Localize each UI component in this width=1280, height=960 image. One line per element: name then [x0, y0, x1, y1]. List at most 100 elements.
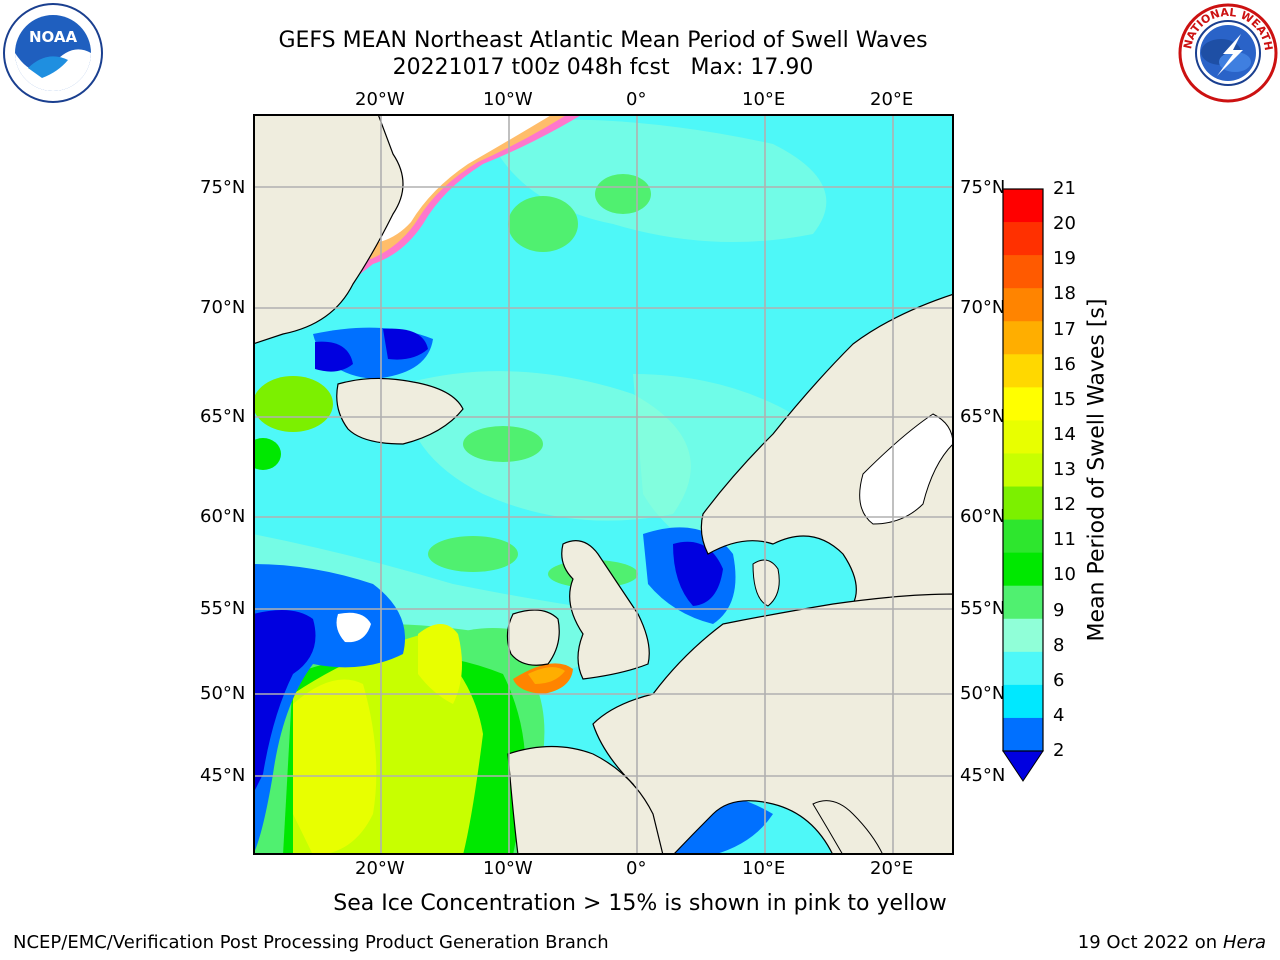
colorbar-tick-5: 16 — [1053, 353, 1076, 375]
lon-tick-top-5: 20°E — [870, 89, 914, 110]
lon-tick-bottom-4: 10°E — [742, 858, 786, 879]
chart-title: GEFS MEAN Northeast Atlantic Mean Period… — [278, 28, 928, 53]
colorbar-tick-1: 20 — [1053, 213, 1076, 235]
lon-tick-top-1: 20°W — [355, 89, 405, 110]
swell-zone-darkblue-north-sea — [673, 541, 723, 606]
sea-ice-free-zone — [368, 114, 553, 244]
lat-tick-left-7: 45°N — [200, 765, 246, 786]
colorbar-tick-10: 11 — [1053, 529, 1076, 551]
colorbar-band-7 — [1003, 420, 1043, 454]
swell-zone-darkblue-iceland-west — [315, 341, 353, 372]
colorbar-tick-4: 17 — [1053, 318, 1076, 340]
colorbar-tick-7: 14 — [1053, 423, 1076, 445]
swell-zone-green-b — [595, 174, 651, 214]
swell-zone-yellow-sw — [293, 679, 377, 855]
noaa-logo-text: NOAA — [29, 28, 78, 46]
colorbar-tick-6: 15 — [1053, 388, 1076, 410]
lat-tick-right-4: 60°N — [960, 506, 1006, 527]
colorbar-band-14 — [1003, 651, 1043, 686]
swell-zone-aqua-north — [483, 119, 827, 242]
colorbar-band-9 — [1003, 486, 1043, 521]
graticule — [253, 114, 954, 855]
colorbar-tick-2: 19 — [1053, 248, 1076, 270]
lat-tick-left-1: 75°N — [200, 177, 246, 198]
swell-zone-green-a — [508, 196, 578, 252]
land-italy — [812, 800, 884, 855]
lon-tick-top-3: 0° — [626, 89, 647, 110]
land-denmark — [752, 559, 780, 607]
land-baltic-sea — [859, 413, 954, 525]
lon-tick-bottom-5: 20°E — [870, 858, 914, 879]
lat-tick-right-6: 50°N — [960, 683, 1006, 704]
colorbar-tick-13: 8 — [1053, 634, 1065, 656]
footer-credit: NCEP/EMC/Verification Post Processing Pr… — [13, 932, 609, 953]
colorbar-band-3 — [1003, 288, 1043, 322]
land-ireland — [506, 609, 560, 666]
noaa-logo: NOAA — [3, 3, 103, 103]
lat-tick-right-3: 65°N — [960, 406, 1006, 427]
colorbar-tick-11: 10 — [1053, 564, 1076, 586]
colorbar-label: Mean Period of Swell Waves [s] — [1084, 298, 1110, 642]
lat-tick-left-5: 55°N — [200, 598, 246, 619]
colorbar-band-2 — [1003, 255, 1043, 289]
nws-logo: NATIONAL WEATHER SERVICE — [1177, 2, 1278, 103]
map-frame — [253, 114, 954, 855]
swell-zone-green-h — [253, 438, 281, 470]
colorbar-band-16 — [1003, 717, 1043, 752]
swell-zone-darkblue-west — [253, 610, 316, 794]
colorbar-tick-16: 2 — [1053, 740, 1065, 761]
swell-zone-green-g — [253, 376, 333, 432]
colorbar-tick-3: 18 — [1053, 283, 1076, 305]
lat-tick-left-4: 60°N — [200, 506, 246, 527]
swell-zone-green-d — [428, 536, 518, 572]
lat-tick-left-2: 70°N — [200, 297, 246, 318]
lon-tick-bottom-2: 10°W — [483, 858, 533, 879]
lon-tick-bottom-3: 0° — [626, 858, 647, 879]
swell-zone-green-c — [463, 426, 543, 462]
swell-zone-darkblue-iceland-north — [383, 328, 428, 360]
colorbar-band-1 — [1003, 222, 1043, 256]
colorbar-band-12 — [1003, 585, 1043, 620]
footer-date-text: 19 Oct 2022 on — [1077, 932, 1223, 953]
colorbar-tick-14: 6 — [1053, 669, 1065, 691]
colorbar-band-6 — [1003, 387, 1043, 421]
land-great-britain — [561, 540, 650, 680]
lon-tick-bottom-1: 20°W — [355, 858, 405, 879]
colorbar-band-8 — [1003, 453, 1043, 488]
colorbar-tick-9: 12 — [1053, 494, 1076, 516]
colorbar-frame — [1002, 188, 1044, 752]
swell-zone-yellow-mid — [418, 624, 462, 704]
lat-tick-left-3: 65°N — [200, 406, 246, 427]
lat-tick-right-1: 75°N — [960, 177, 1006, 198]
colorbar-tick-12: 9 — [1053, 599, 1065, 621]
colorbar-tick-8: 13 — [1053, 459, 1076, 480]
sea-ice-note: Sea Ice Concentration > 15% is shown in … — [333, 891, 947, 916]
land-iceland — [336, 377, 464, 445]
footer-date: 19 Oct 2022 on Hera — [1078, 932, 1266, 954]
colorbar-band-11 — [1003, 552, 1043, 587]
lat-tick-right-5: 55°N — [960, 598, 1006, 619]
lon-tick-top-4: 10°E — [742, 89, 786, 110]
land-iberia — [507, 745, 664, 855]
land-continental-europe — [592, 593, 954, 855]
colorbar — [1002, 188, 1044, 782]
colorbar-band-10 — [1003, 519, 1043, 554]
colorbar-band-13 — [1003, 618, 1043, 653]
lat-tick-left-6: 50°N — [200, 683, 246, 704]
colorbar-tick-0: 21 — [1053, 178, 1076, 199]
chart-subtitle: 20221017 t00z 048h fcst Max: 17.90 — [392, 55, 814, 80]
map-panel — [253, 114, 954, 855]
lat-tick-right-7: 45°N — [960, 765, 1006, 786]
lat-tick-right-2: 70°N — [960, 297, 1006, 318]
footer-host: Hera — [1222, 932, 1266, 953]
lon-tick-top-2: 10°W — [483, 89, 533, 110]
colorbar-band-5 — [1003, 354, 1043, 388]
swell-zone-aqua-mid — [403, 371, 691, 521]
colorbar-extend-triangle — [1002, 750, 1044, 782]
colorbar-tick-15: 4 — [1053, 704, 1065, 726]
colorbar-band-4 — [1003, 321, 1043, 355]
colorbar-band-0 — [1003, 189, 1043, 223]
colorbar-band-15 — [1003, 684, 1043, 719]
swell-zone-orange-celtic-core — [528, 667, 565, 684]
swell-zone-white-blob — [336, 612, 371, 643]
